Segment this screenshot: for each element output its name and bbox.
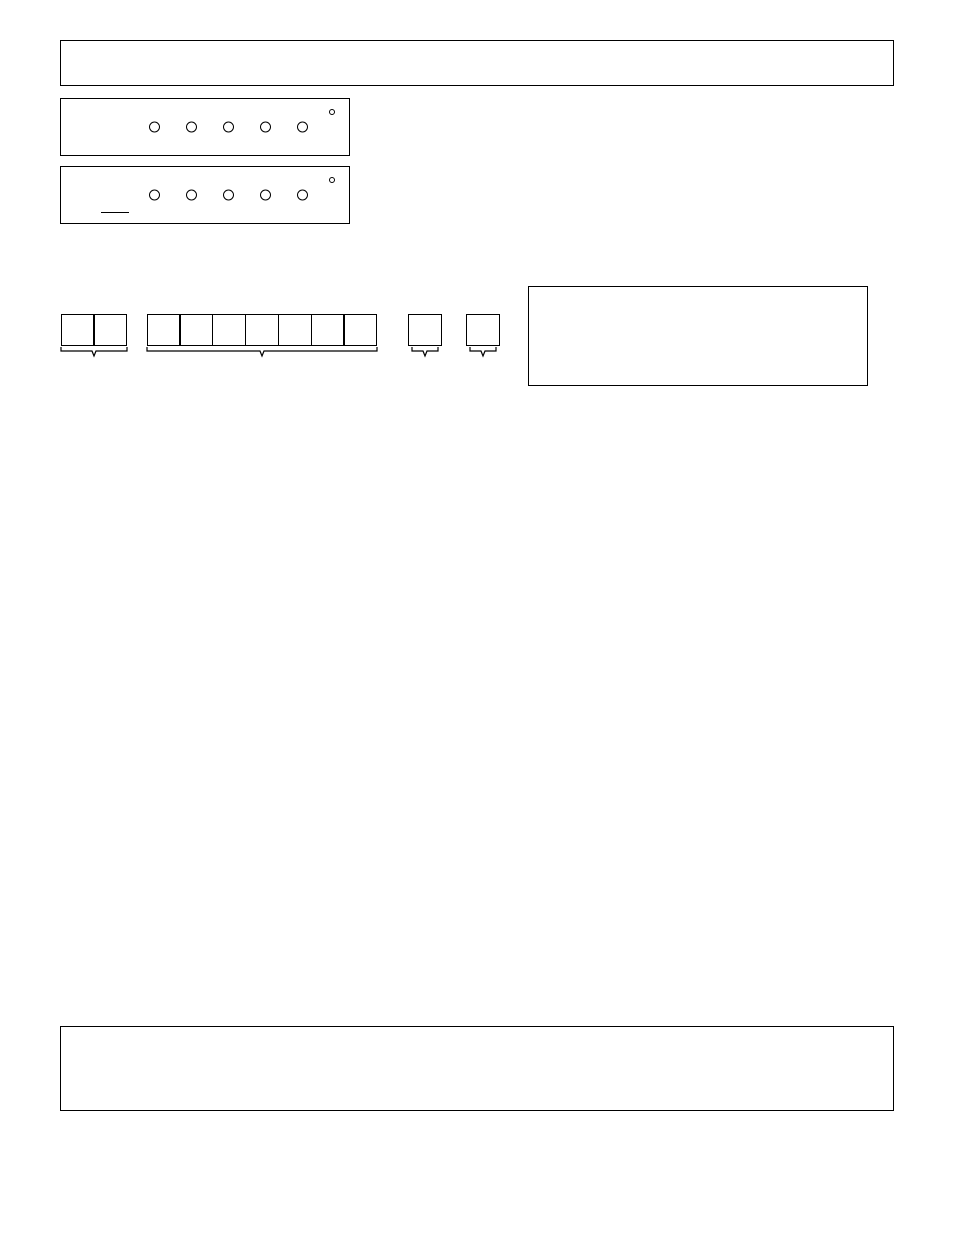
cell-group-7 <box>146 314 378 356</box>
radio-box-1 <box>60 98 350 156</box>
radio-box-2 <box>60 166 350 224</box>
radio-option[interactable] <box>223 190 234 201</box>
radio-group-1 <box>149 122 308 133</box>
bracket-icon <box>60 346 128 356</box>
small-dot-icon <box>329 177 335 183</box>
input-cell[interactable] <box>408 314 442 346</box>
radio-option[interactable] <box>149 190 160 201</box>
bracket-icon <box>408 346 442 358</box>
input-cell[interactable] <box>212 314 246 346</box>
input-cell[interactable] <box>147 314 181 346</box>
input-cell[interactable] <box>278 314 312 346</box>
input-cell[interactable] <box>343 314 377 346</box>
bracket-icon <box>466 346 500 358</box>
input-cell[interactable] <box>179 314 213 346</box>
input-cell[interactable] <box>245 314 279 346</box>
input-cell[interactable] <box>311 314 345 346</box>
radio-option[interactable] <box>260 122 271 133</box>
input-cell[interactable] <box>466 314 500 346</box>
cell-group-1b <box>466 314 500 358</box>
radio-option[interactable] <box>260 190 271 201</box>
radio-option[interactable] <box>149 122 160 133</box>
radio-group-2 <box>149 190 308 201</box>
mid-section <box>60 314 894 386</box>
radio-option[interactable] <box>186 122 197 133</box>
bracket-icon <box>146 346 378 356</box>
right-blank-box <box>528 286 868 386</box>
radio-option[interactable] <box>223 122 234 133</box>
input-cell[interactable] <box>93 314 127 346</box>
input-cell[interactable] <box>61 314 95 346</box>
bottom-blank-box <box>60 1026 894 1111</box>
radio-option[interactable] <box>186 190 197 201</box>
underline-mark <box>101 212 129 213</box>
radio-option[interactable] <box>297 190 308 201</box>
cell-group-1a <box>408 314 442 358</box>
small-dot-icon <box>329 109 335 115</box>
radio-option[interactable] <box>297 122 308 133</box>
cell-group-2 <box>60 314 128 356</box>
top-blank-box <box>60 40 894 86</box>
